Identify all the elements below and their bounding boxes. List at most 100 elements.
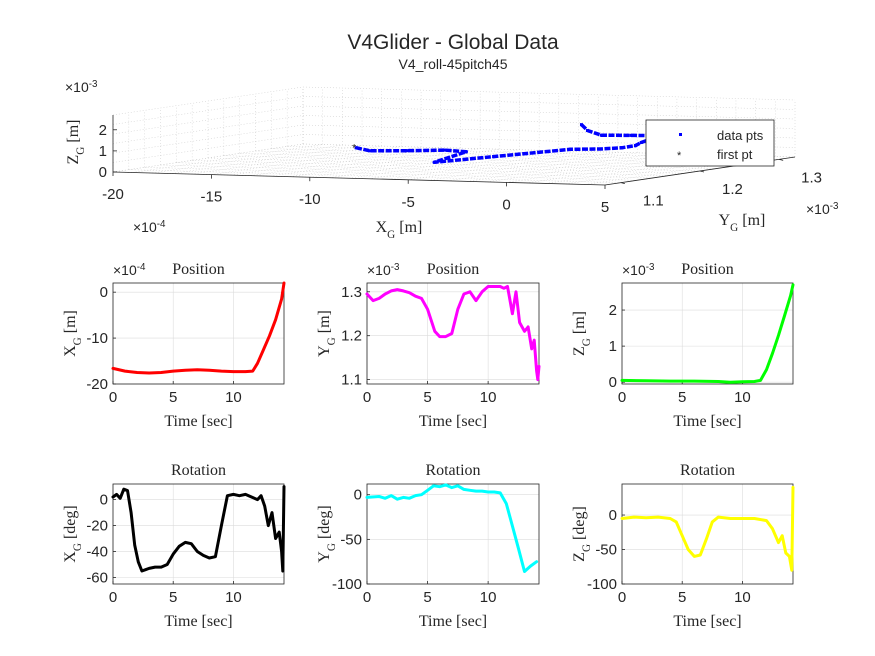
plot-3d-trajectory: -20 -15 -10 -5 0 5 1.1 1.2 1.3 0 1 2 ×10-3 ×10-4 ×10-3… (65, 79, 839, 242)
x-tick-label: 10 (734, 589, 751, 606)
y-tick-label: -50 (595, 542, 617, 559)
x-tick-label: 0 (618, 589, 626, 606)
y-tick-label: 0 (609, 374, 617, 391)
floor-gridline (231, 146, 422, 176)
data-point (629, 133, 633, 137)
floor-gridline (565, 155, 756, 185)
legend-marker-data-pts (679, 133, 682, 136)
floor-gridline (447, 152, 638, 182)
y-axis-label: YG [deg] (316, 505, 338, 562)
y-tick-label: 0 (100, 284, 108, 301)
floor-gridline (250, 147, 441, 176)
x-tick-label: 10 (225, 389, 242, 406)
data-point (405, 149, 409, 153)
y-tick-mark (779, 158, 784, 161)
series-line (365, 285, 541, 382)
plot-title: Rotation (171, 462, 226, 479)
floor-gridline (223, 155, 716, 169)
side-gridline (112, 124, 304, 154)
data-point (443, 148, 447, 152)
side-gridline (112, 105, 304, 135)
floor-gridline (160, 164, 653, 179)
y-axis-label: YG [m] (719, 212, 766, 234)
y-tick-label: 1.1 (341, 372, 362, 389)
x-tick-label: 5 (678, 389, 686, 406)
x-tick-label: 5 (678, 589, 686, 606)
side-gridline (112, 96, 304, 125)
data-points-trace (355, 123, 663, 165)
figure-subtitle: V4_roll-45pitch45 (399, 56, 508, 72)
legend-label: data pts (717, 128, 764, 143)
floor-gridline (427, 152, 618, 181)
y-tick-label: -100 (587, 576, 617, 593)
y-tick-label: -10 (86, 330, 108, 347)
series-line (111, 485, 286, 573)
y-tick-mark (699, 170, 705, 173)
x-tick-label: 0 (109, 589, 117, 606)
legend-box (645, 119, 775, 167)
plot-title: Position (427, 261, 479, 278)
floor-gridline (270, 147, 461, 177)
x-tick-label: 5 (423, 589, 431, 606)
plot-rotation-x: 0 5 10 0 -20 -40 -60 Rotation Time [sec] XG [deg] (62, 462, 286, 630)
side-gridline (112, 115, 304, 144)
x-tick-label: -5 (402, 194, 415, 211)
plot-title: Rotation (680, 462, 735, 479)
legend-marker-first-pt: * (677, 150, 682, 162)
x-tick-label: -15 (201, 189, 223, 206)
floor-gridline (132, 144, 323, 173)
data-point (633, 144, 637, 148)
floor-gridline (309, 148, 500, 178)
y-tick-label: 1.3 (801, 169, 822, 186)
data-point (368, 149, 372, 153)
y-tick-label: 1.2 (722, 181, 743, 198)
z-exponent-label: ×10-3 (65, 79, 98, 96)
back-gridline (302, 134, 796, 148)
figure-title: V4Glider - Global Data (347, 31, 559, 54)
series-line (365, 483, 539, 573)
exponent-label: ×10-4 (113, 262, 146, 279)
y-tick-label: 1.3 (341, 284, 362, 301)
floor-gridline (176, 162, 669, 176)
data-point (585, 128, 589, 132)
y-tick-mark (620, 182, 625, 185)
y-tick-label: -100 (332, 576, 362, 593)
data-point (620, 146, 624, 150)
x-axis-label: Time [sec] (164, 413, 232, 430)
floor-gridline (408, 151, 599, 181)
floor-gridline (349, 149, 540, 179)
data-point (639, 141, 643, 145)
back-gridline (302, 86, 796, 101)
y-axis-label: XG [deg] (62, 505, 84, 562)
y-tick-label: 1 (609, 338, 617, 355)
floor-gridline (545, 155, 736, 184)
legend-label: first pt (717, 147, 753, 162)
y-axis-label: ZG [m] (571, 311, 593, 356)
floor-gridline (239, 153, 732, 167)
data-point (599, 133, 603, 137)
x-tick-label: 0 (618, 389, 626, 406)
floor-gridline (526, 154, 717, 184)
series-line (111, 281, 286, 375)
plot-rotation-z: 0 5 10 0 -50 -100 Rotation Time [sec] ZG [deg] (571, 462, 795, 630)
plot-title: Position (681, 261, 733, 278)
y-tick-label: 0 (354, 487, 362, 504)
data-point (432, 160, 436, 164)
z-tick-label: 0 (99, 164, 107, 181)
plot-title: Rotation (425, 462, 480, 479)
plot-rotation-y: 0 5 10 0 -50 -100 Rotation Time [sec] YG [deg] (316, 462, 540, 630)
plot-position-x: 0 5 10 0 -10 -20 Position ×10-4 Time [sec] XG [m] (62, 261, 286, 430)
data-point (464, 150, 468, 154)
y-tick-label: 2 (609, 302, 617, 319)
x-tick-label: 0 (363, 389, 371, 406)
y-tick-label: -20 (86, 518, 108, 535)
floor-gridline (144, 167, 637, 181)
x-tick-label: 5 (423, 389, 431, 406)
x-tick-label: 10 (225, 589, 242, 606)
y-axis-label: ZG [deg] (571, 506, 593, 562)
x-axis-label: Time [sec] (673, 613, 741, 630)
plot-position-y: 0 5 10 1.3 1.2 1.1 Position ×10-3 Time [sec] YG [… (316, 261, 541, 430)
side-gridline (112, 134, 304, 163)
z-axis-label: ZG [m] (65, 120, 87, 165)
